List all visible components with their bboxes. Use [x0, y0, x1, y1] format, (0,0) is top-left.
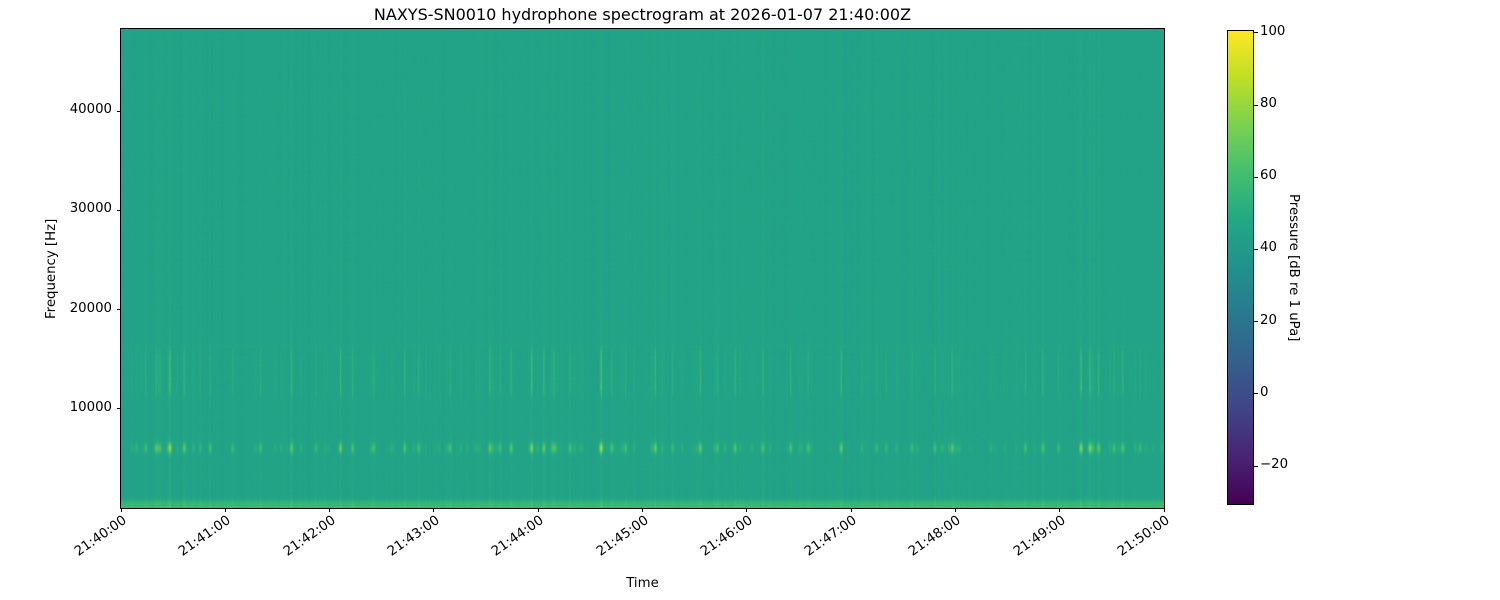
- y-tick-label: 30000: [69, 201, 112, 217]
- colorbar-tick-mark: [1254, 248, 1258, 250]
- y-tick-label: 10000: [69, 399, 112, 415]
- x-tick-mark: [1059, 508, 1061, 512]
- y-tick-mark: [117, 110, 121, 112]
- x-tick-mark: [642, 508, 643, 512]
- colorbar-tick-label: −20: [1260, 457, 1289, 473]
- x-tick-label: 21:40:00: [72, 513, 130, 560]
- colorbar-tick-mark: [1254, 321, 1258, 323]
- x-tick-mark: [120, 508, 122, 512]
- x-tick-mark: [954, 508, 956, 512]
- y-tick-mark: [117, 209, 121, 211]
- x-tick-mark: [224, 508, 226, 512]
- colorbar-tick-label: 100: [1260, 23, 1286, 39]
- plot-area: [120, 28, 1165, 509]
- x-axis-label: Time: [626, 576, 659, 591]
- colorbar-tick-mark: [1254, 176, 1258, 178]
- spectrogram-image: [121, 29, 1164, 508]
- x-tick-mark: [850, 508, 852, 512]
- x-tick-mark: [329, 508, 331, 512]
- colorbar-tick-label: 80: [1260, 96, 1277, 112]
- colorbar-tick-mark: [1254, 393, 1258, 395]
- colorbar-label: Pressure [dB re 1 uPa]: [1286, 193, 1301, 342]
- colorbar-gradient: [1228, 31, 1253, 504]
- colorbar-tick-label: 20: [1260, 312, 1277, 328]
- colorbar-tick-mark: [1254, 32, 1258, 34]
- x-tick-mark: [433, 508, 435, 512]
- x-tick-mark: [1163, 508, 1165, 512]
- y-tick-label: 40000: [69, 102, 112, 118]
- colorbar-tick-mark: [1254, 465, 1258, 467]
- y-axis-label: Frequency [Hz]: [44, 218, 59, 319]
- chart-title: NAXYS-SN0010 hydrophone spectrogram at 2…: [373, 5, 912, 24]
- x-tick-mark: [537, 508, 539, 512]
- y-tick-mark: [117, 408, 121, 410]
- x-tick-mark: [746, 508, 748, 512]
- y-tick-mark: [117, 309, 121, 311]
- y-tick-label: 20000: [69, 300, 112, 316]
- colorbar-tick-label: 0: [1260, 384, 1269, 400]
- colorbar: [1227, 30, 1254, 505]
- colorbar-tick-label: 60: [1260, 168, 1277, 184]
- colorbar-tick-label: 40: [1260, 240, 1277, 256]
- colorbar-tick-mark: [1254, 104, 1258, 106]
